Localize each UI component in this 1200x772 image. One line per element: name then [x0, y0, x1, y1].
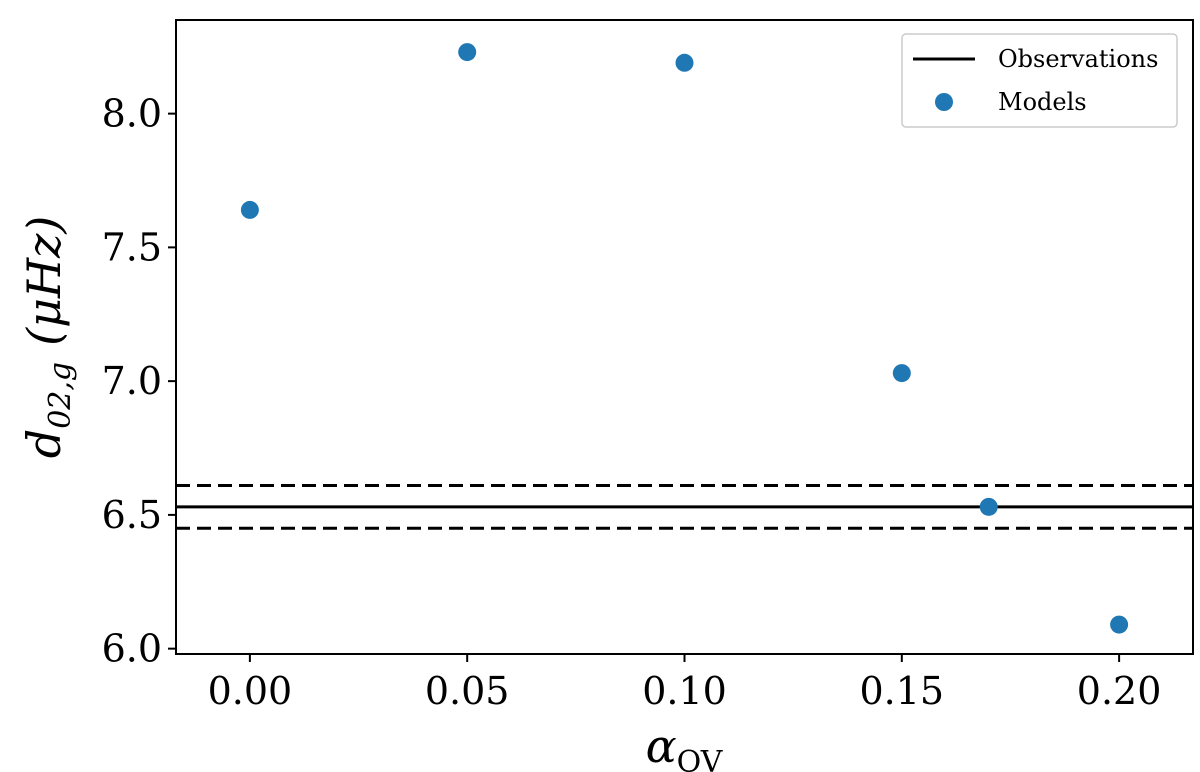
model-point [675, 53, 694, 72]
x-tick-label: 0.15 [860, 669, 945, 713]
y-axis-label: d02,g (μHz) [17, 216, 78, 459]
x-axis-label-sub: OV [677, 745, 724, 772]
x-tick-label: 0.10 [642, 669, 727, 713]
legend-box [901, 33, 1178, 128]
legend: Observations Models [901, 33, 1178, 128]
model-point [1110, 615, 1129, 634]
x-tick-label: 0.20 [1077, 669, 1162, 713]
legend-observations-label: Observations [998, 45, 1158, 73]
y-axis-ticks: 6.0 6.5 7.0 7.5 8.0 [102, 92, 176, 671]
x-axis-label: αOV [646, 719, 724, 772]
y-tick-label: 6.0 [102, 627, 162, 671]
model-point [458, 43, 477, 62]
model-point [979, 497, 998, 516]
observation-lines [176, 483, 1193, 530]
legend-models-swatch [935, 93, 953, 111]
x-tick-label: 0.05 [425, 669, 510, 713]
legend-models-label: Models [998, 88, 1087, 116]
y-tick-label: 6.5 [102, 493, 162, 537]
y-axis-label-main: d [17, 429, 71, 458]
x-axis-label-main: α [646, 719, 677, 772]
y-axis-label-unit: (μHz) [17, 216, 71, 346]
y-axis-label-sub: 02,g [43, 362, 78, 429]
model-points [240, 43, 1129, 634]
y-tick-label: 7.5 [102, 225, 162, 269]
y-tick-label: 8.0 [102, 92, 162, 136]
x-tick-label: 0.00 [208, 669, 293, 713]
model-point [892, 364, 911, 383]
x-axis-ticks: 0.00 0.05 0.10 0.15 0.20 [208, 654, 1162, 713]
y-tick-label: 7.0 [102, 359, 162, 403]
model-point [240, 200, 259, 219]
